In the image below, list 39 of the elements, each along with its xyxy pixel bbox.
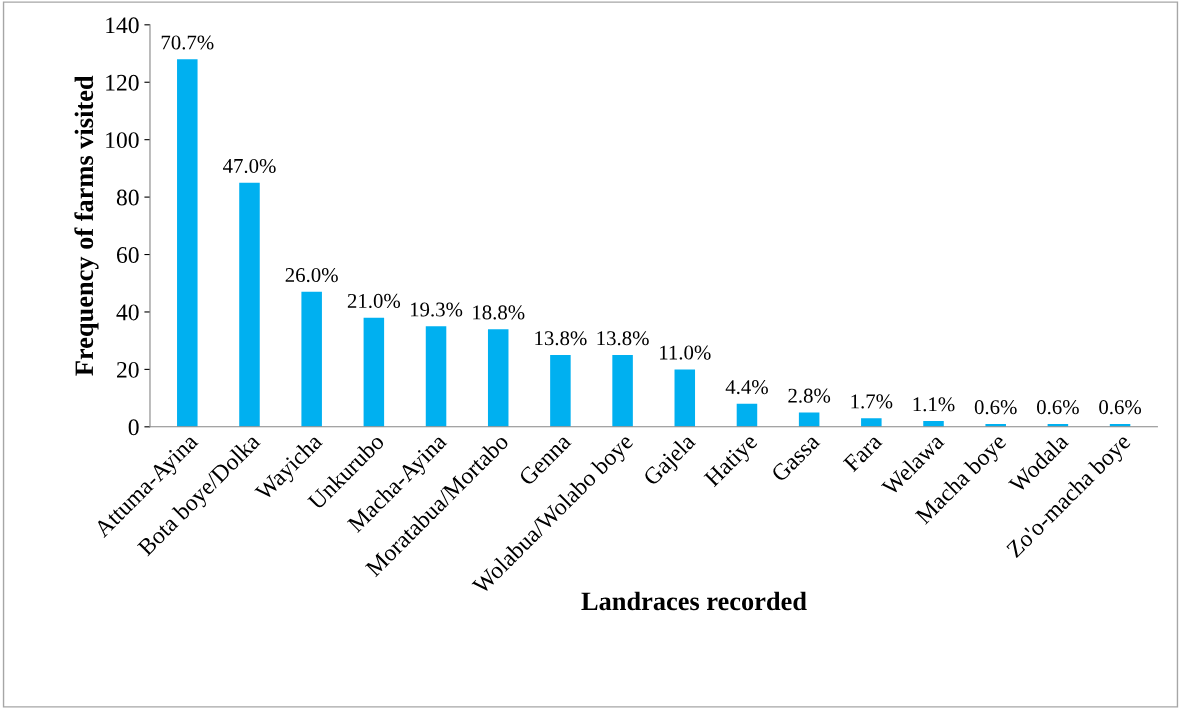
bar [550, 355, 571, 427]
y-tick-label: 80 [116, 189, 139, 206]
annotation: 0.6% [1036, 400, 1079, 415]
bar [239, 182, 260, 427]
y-tick-label: 120 [106, 74, 139, 91]
annotation: 4.4% [725, 380, 768, 395]
annotation: 47.0% [222, 158, 276, 174]
annotation: 1.1% [913, 397, 955, 412]
annotation: 19.3% [410, 302, 463, 317]
annotation: 1.7% [851, 394, 893, 409]
bar [363, 317, 385, 427]
annotation: 0.6% [974, 400, 1017, 415]
annotation: 13.8% [535, 331, 587, 346]
bar [861, 418, 882, 427]
bar [487, 329, 509, 427]
annotation: 21.0% [347, 293, 401, 309]
annotation: 13.8% [597, 331, 649, 346]
y-tick-label: 0 [128, 419, 139, 436]
annotation: 2.8% [788, 388, 831, 403]
annotation: 26.0% [285, 268, 338, 283]
bar [674, 369, 696, 427]
bar [612, 355, 633, 427]
bar [425, 326, 447, 427]
y-tick-label: 100 [106, 132, 139, 149]
annotation: 70.7% [161, 35, 214, 50]
y-tick-label: 20 [117, 361, 139, 378]
annotation: 11.0% [660, 345, 711, 360]
bar [736, 403, 758, 427]
x-tick-label: Fara [842, 432, 883, 473]
x-axis-title: Landraces recorded [581, 591, 807, 611]
y-tick-label: 60 [116, 247, 139, 263]
y-tick-label: 40 [116, 304, 139, 321]
bar [177, 59, 198, 427]
bar [301, 291, 322, 427]
y-tick-label: 140 [106, 17, 139, 34]
bar [798, 412, 820, 427]
annotation: 0.6% [1099, 400, 1142, 415]
annotation: 18.8% [473, 305, 525, 320]
y-axis-title: Frequency of farms visited [74, 75, 99, 376]
